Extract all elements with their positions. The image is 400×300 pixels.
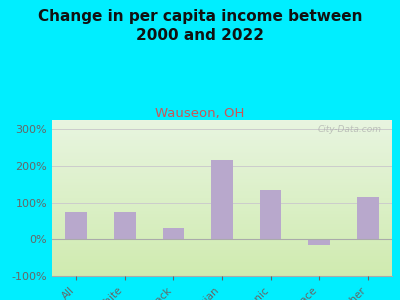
Bar bbox=[211, 160, 233, 239]
Text: Change in per capita income between
2000 and 2022: Change in per capita income between 2000… bbox=[38, 9, 362, 43]
Bar bbox=[308, 239, 330, 245]
Bar bbox=[260, 190, 282, 239]
Bar bbox=[114, 212, 136, 239]
Text: Wauseon, OH: Wauseon, OH bbox=[155, 106, 245, 119]
Bar bbox=[357, 197, 379, 239]
Text: City-Data.com: City-Data.com bbox=[318, 125, 382, 134]
Bar bbox=[162, 228, 184, 239]
Bar bbox=[65, 212, 87, 239]
